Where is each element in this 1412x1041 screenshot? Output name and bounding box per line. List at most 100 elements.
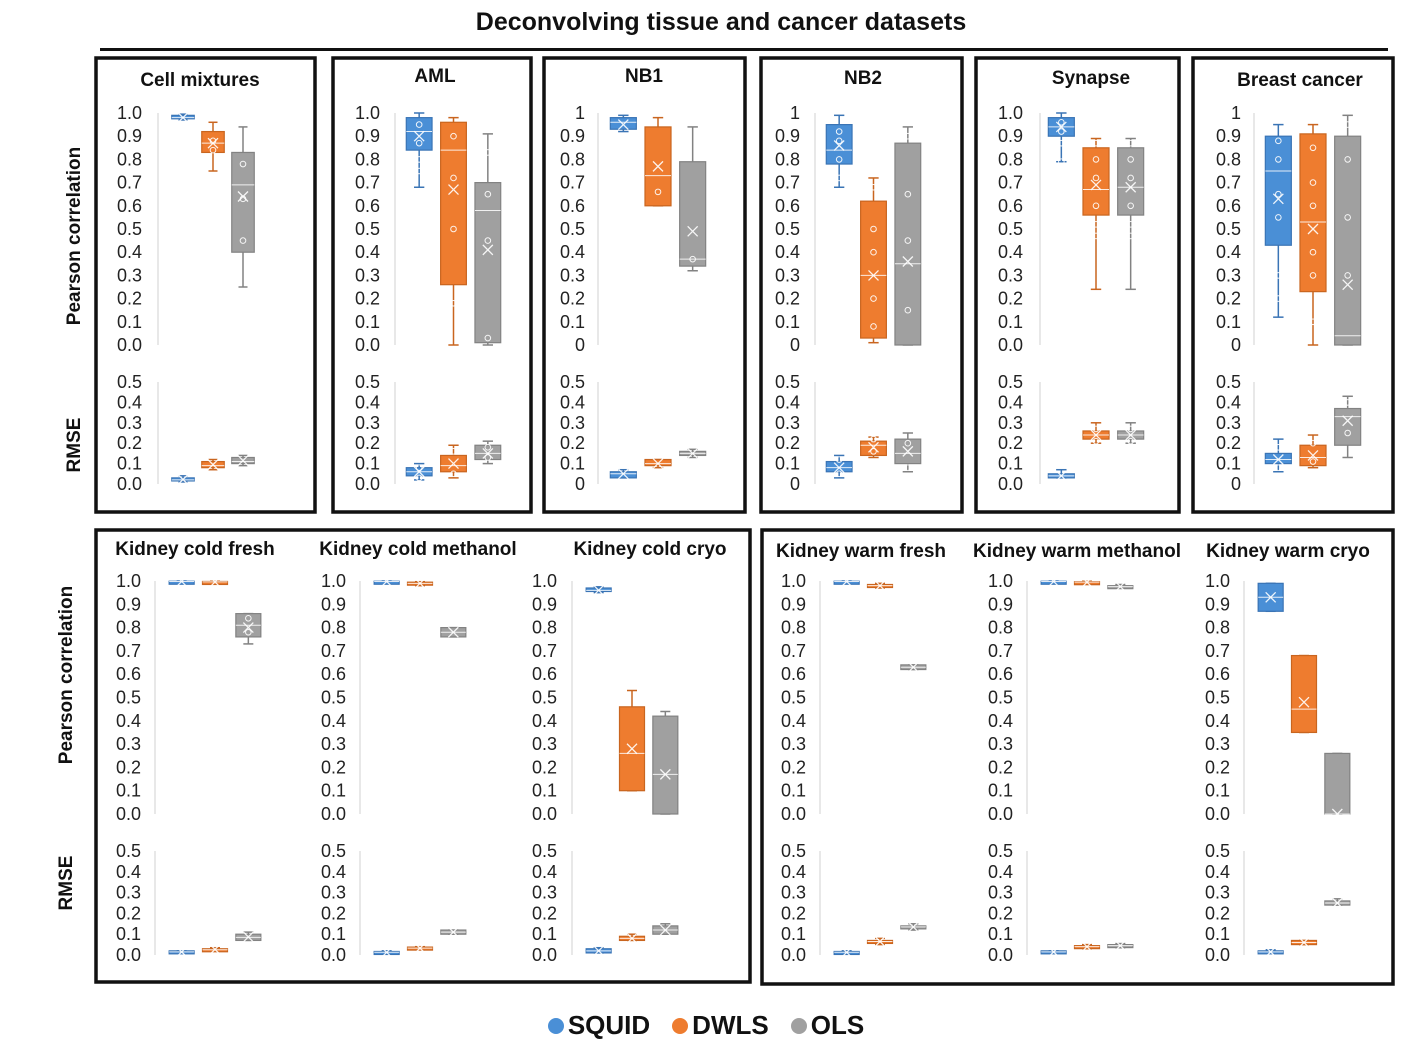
- chart-kidney-cold-fresh-pearson-tick-label: 0.5: [116, 688, 141, 708]
- chart-kidney-cold-cryo-rmse-dwls-mean-marker: [626, 932, 638, 944]
- chart-nb2-rmse-tick-label: 0: [790, 474, 800, 494]
- chart-kidney-warm-methanol-rmse-tick-label: 0.1: [988, 924, 1013, 944]
- chart-cell-mixtures-pearson-tick-label: 0.0: [117, 335, 142, 355]
- chart-breast-cancer-rmse-tick-label: 0.1: [1216, 454, 1241, 474]
- y-label-rmse-bottom: RMSE: [56, 856, 77, 911]
- chart-cell-mixtures-rmse-dwls-mean-marker: [207, 459, 219, 471]
- chart-nb2-pearson-squid-point: [835, 174, 843, 182]
- chart-kidney-warm-methanol-rmse-tick-label: 0.5: [988, 841, 1013, 861]
- chart-cell-mixtures-pearson-tick-label: 0.1: [117, 312, 142, 332]
- chart-kidney-cold-cryo-pearson-tick-label: 0.7: [532, 641, 557, 661]
- chart-aml-pearson-tick-label: 0.1: [355, 312, 380, 332]
- chart-kidney-warm-fresh-title: Kidney warm fresh: [776, 541, 946, 562]
- chart-breast-cancer-pearson-tick-label: 0: [1231, 335, 1241, 355]
- chart-kidney-warm-cryo-rmse-tick-label: 0.0: [1205, 945, 1230, 965]
- chart-kidney-warm-methanol-pearson-tick-label: 0.7: [988, 641, 1013, 661]
- chart-kidney-warm-cryo-rmse-tick-label: 0.3: [1205, 883, 1230, 903]
- chart-nb1-rmse-tick-label: 0: [575, 474, 585, 494]
- chart-breast-cancer-pearson-tick-label: 0.2: [1216, 289, 1241, 309]
- chart-synapse-rmse-squid-mean-marker: [1055, 470, 1067, 482]
- chart-aml-rmse-dwls-mean-marker: [448, 458, 459, 470]
- chart-breast-cancer-pearson-dwls-box: [1299, 133, 1327, 293]
- chart-kidney-cold-fresh-rmse-tick-label: 0.2: [116, 903, 141, 923]
- legend-dot-squid: [547, 1017, 564, 1034]
- chart-synapse-pearson-dwls-point: [1092, 139, 1100, 147]
- chart-kidney-warm-cryo-pearson-tick-label: 1.0: [1205, 571, 1230, 591]
- chart-kidney-cold-fresh-rmse-tick-label: 0.4: [116, 862, 141, 882]
- chart-breast-cancer-pearson-squid-point: [1275, 272, 1282, 279]
- chart-kidney-cold-methanol-pearson-tick-label: 0.9: [321, 594, 346, 614]
- chart-kidney-cold-methanol-pearson-ols-mean-marker: [447, 626, 459, 638]
- chart-kidney-warm-methanol-pearson-tick-label: 0.8: [988, 618, 1013, 638]
- chart-breast-cancer-pearson-ols-point: [1344, 156, 1351, 163]
- chart-synapse-pearson-tick-label: 0.9: [998, 126, 1023, 146]
- chart-breast-cancer-rmse-squid-point: [1275, 464, 1282, 471]
- chart-aml-pearson-dwls-point: [450, 174, 457, 182]
- chart-nb2-pearson-tick-label: 0.9: [775, 126, 800, 146]
- chart-breast-cancer-pearson-tick-label: 1: [1231, 103, 1241, 123]
- chart-kidney-warm-fresh-rmse-squid-mean-marker: [841, 946, 853, 958]
- chart-kidney-cold-cryo-pearson-tick-label: 0.2: [532, 757, 557, 777]
- chart-aml-pearson-tick-label: 0.9: [355, 126, 380, 146]
- chart-aml-pearson-dwls-point: [450, 299, 457, 307]
- chart-kidney-warm-cryo-pearson-tick-label: 0.6: [1205, 664, 1230, 684]
- chart-synapse-pearson-dwls-point: [1092, 202, 1100, 210]
- chart-kidney-warm-methanol-pearson-ols-mean-marker: [1114, 581, 1126, 593]
- chart-breast-cancer-pearson-ols-box: [1334, 135, 1362, 346]
- chart-aml-rmse-squid-point: [415, 474, 423, 482]
- chart-kidney-cold-fresh-rmse-dwls-mean-marker: [209, 943, 221, 955]
- chart-synapse-rmse-ols-point: [1127, 437, 1134, 445]
- chart-kidney-cold-fresh-pearson-tick-label: 0.3: [116, 734, 141, 754]
- chart-kidney-warm-methanol-rmse-tick-label: 0.0: [988, 945, 1013, 965]
- chart-kidney-cold-fresh-pearson-tick-label: 0.1: [116, 781, 141, 801]
- chart-nb1-pearson-tick-label: 0.6: [560, 196, 585, 216]
- chart-cell-mixtures-pearson-tick-label: 0.4: [117, 242, 142, 262]
- chart-synapse-pearson-tick-label: 0.6: [998, 196, 1023, 216]
- chart-kidney-warm-fresh-pearson-tick-label: 1.0: [781, 571, 806, 591]
- chart-kidney-warm-methanol-pearson-tick-label: 0.1: [988, 781, 1013, 801]
- chart-breast-cancer-pearson-dwls-point: [1309, 144, 1317, 152]
- chart-nb2-rmse-squid-mean-marker: [833, 462, 845, 474]
- chart-kidney-warm-cryo: Kidney warm cryo1.00.90.80.70.60.50.40.3…: [1205, 541, 1370, 965]
- chart-kidney-cold-fresh-pearson-ols-point: [245, 614, 252, 622]
- chart-cell-mixtures-pearson-ols-box: [231, 151, 255, 253]
- chart-kidney-cold-methanol-rmse-dwls-mean-marker: [414, 942, 426, 954]
- chart-kidney-cold-methanol: Kidney cold methanol1.00.90.80.70.60.50.…: [319, 539, 516, 965]
- chart-kidney-cold-fresh-pearson-tick-label: 0.4: [116, 711, 141, 731]
- chart-aml: AML1.00.90.80.70.60.50.40.30.20.10.00.50…: [355, 66, 502, 494]
- chart-kidney-warm-methanol-rmse-dwls-mean-marker: [1081, 941, 1093, 953]
- chart-kidney-cold-cryo-pearson-tick-label: 0.9: [532, 594, 557, 614]
- chart-kidney-cold-fresh-pearson-tick-label: 0.6: [116, 664, 141, 684]
- chart-kidney-warm-methanol-pearson-squid-mean-marker: [1048, 576, 1060, 587]
- chart-kidney-cold-cryo: Kidney cold cryo1.00.90.80.70.60.50.40.3…: [532, 539, 727, 965]
- chart-synapse-rmse-ols-point: [1127, 425, 1134, 433]
- chart-synapse-pearson-dwls-point: [1092, 174, 1100, 182]
- panel-frame-4: [974, 56, 1181, 514]
- chart-cell-mixtures-pearson-ols-point: [239, 237, 247, 244]
- chart-nb2-rmse-squid-point: [835, 470, 843, 478]
- chart-nb2-pearson-ols-point: [904, 132, 912, 140]
- chart-kidney-warm-fresh-rmse-tick-label: 0.4: [781, 862, 806, 882]
- chart-nb2-pearson-tick-label: 0.7: [775, 173, 800, 193]
- chart-breast-cancer-pearson-dwls-point: [1309, 179, 1317, 186]
- chart-aml-pearson-tick-label: 0.8: [355, 149, 380, 169]
- chart-aml-pearson-squid-point: [415, 156, 423, 163]
- chart-kidney-cold-methanol-rmse-tick-label: 0.1: [321, 924, 346, 944]
- chart-kidney-cold-methanol-rmse-tick-label: 0.0: [321, 945, 346, 965]
- chart-cell-mixtures-pearson-squid-mean-marker: [177, 112, 189, 124]
- chart-synapse-rmse-dwls-mean-marker: [1090, 429, 1102, 441]
- chart-synapse-pearson-tick-label: 0.4: [998, 242, 1023, 262]
- chart-breast-cancer-pearson-ols-point: [1344, 121, 1351, 128]
- chart-kidney-cold-cryo-rmse-tick-label: 0.5: [532, 841, 557, 861]
- chart-nb2-rmse-dwls-mean-marker: [868, 441, 879, 453]
- chart-kidney-warm-cryo-rmse-squid-mean-marker: [1265, 946, 1277, 958]
- chart-kidney-cold-fresh-pearson-tick-label: 1.0: [116, 571, 141, 591]
- chart-aml-rmse-tick-label: 0.4: [355, 392, 380, 412]
- chart-aml-rmse-tick-label: 0.5: [355, 372, 380, 392]
- chart-breast-cancer-pearson-tick-label: 0.6: [1216, 196, 1241, 216]
- chart-nb1-rmse-tick-label: 0.2: [560, 433, 585, 453]
- legend-dot-ols: [790, 1017, 807, 1034]
- chart-cell-mixtures-rmse-tick-label: 0.3: [117, 413, 142, 433]
- chart-aml-pearson-ols-point: [484, 237, 492, 244]
